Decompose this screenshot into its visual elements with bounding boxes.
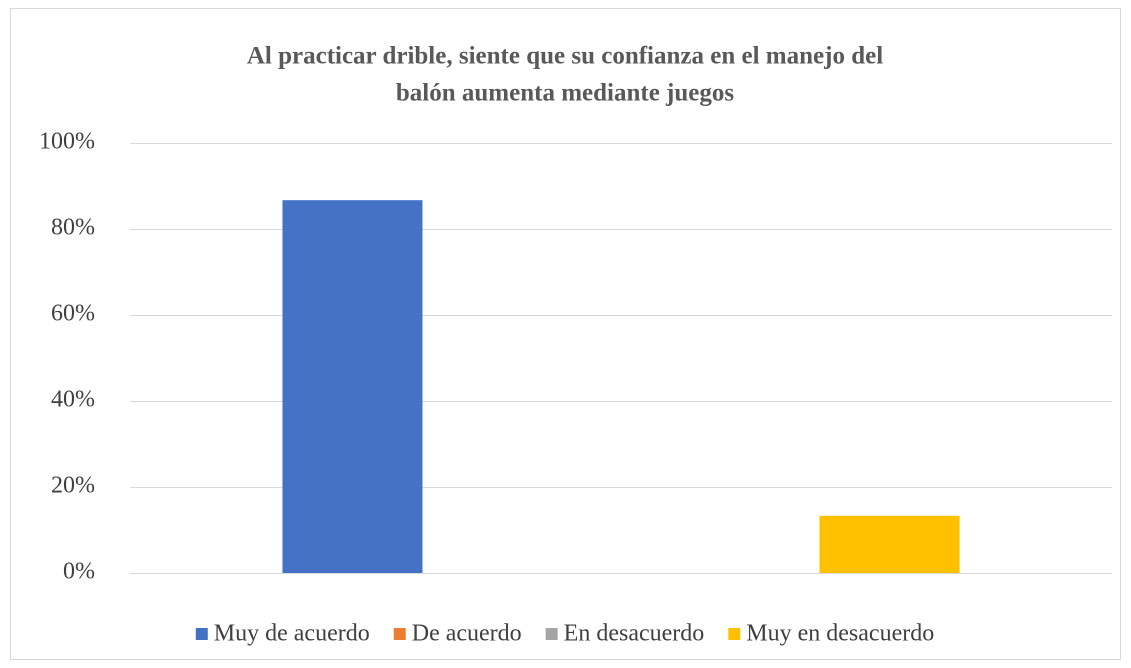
legend-label: De acuerdo	[412, 621, 522, 647]
y-tick-label: 60%	[51, 301, 95, 327]
y-tick-label: 40%	[51, 387, 95, 413]
legend-label: Muy de acuerdo	[214, 621, 370, 647]
y-tick-label: 20%	[51, 473, 95, 499]
legend-swatch	[393, 628, 406, 640]
y-tick-label: 80%	[51, 215, 95, 241]
legend-swatch	[728, 628, 741, 640]
bar	[282, 200, 423, 573]
legend-label: Muy en desacuerdo	[746, 621, 934, 647]
chart-title: Al practicar drible, siente que su confi…	[247, 43, 883, 70]
y-tick-label: 0%	[63, 559, 95, 585]
legend-swatch	[195, 628, 208, 640]
bar	[819, 515, 960, 573]
y-tick-label: 100%	[39, 129, 95, 155]
chart-title: balón aumenta mediante juegos	[396, 80, 734, 107]
legend-swatch	[545, 628, 558, 640]
legend-label: En desacuerdo	[564, 621, 705, 647]
